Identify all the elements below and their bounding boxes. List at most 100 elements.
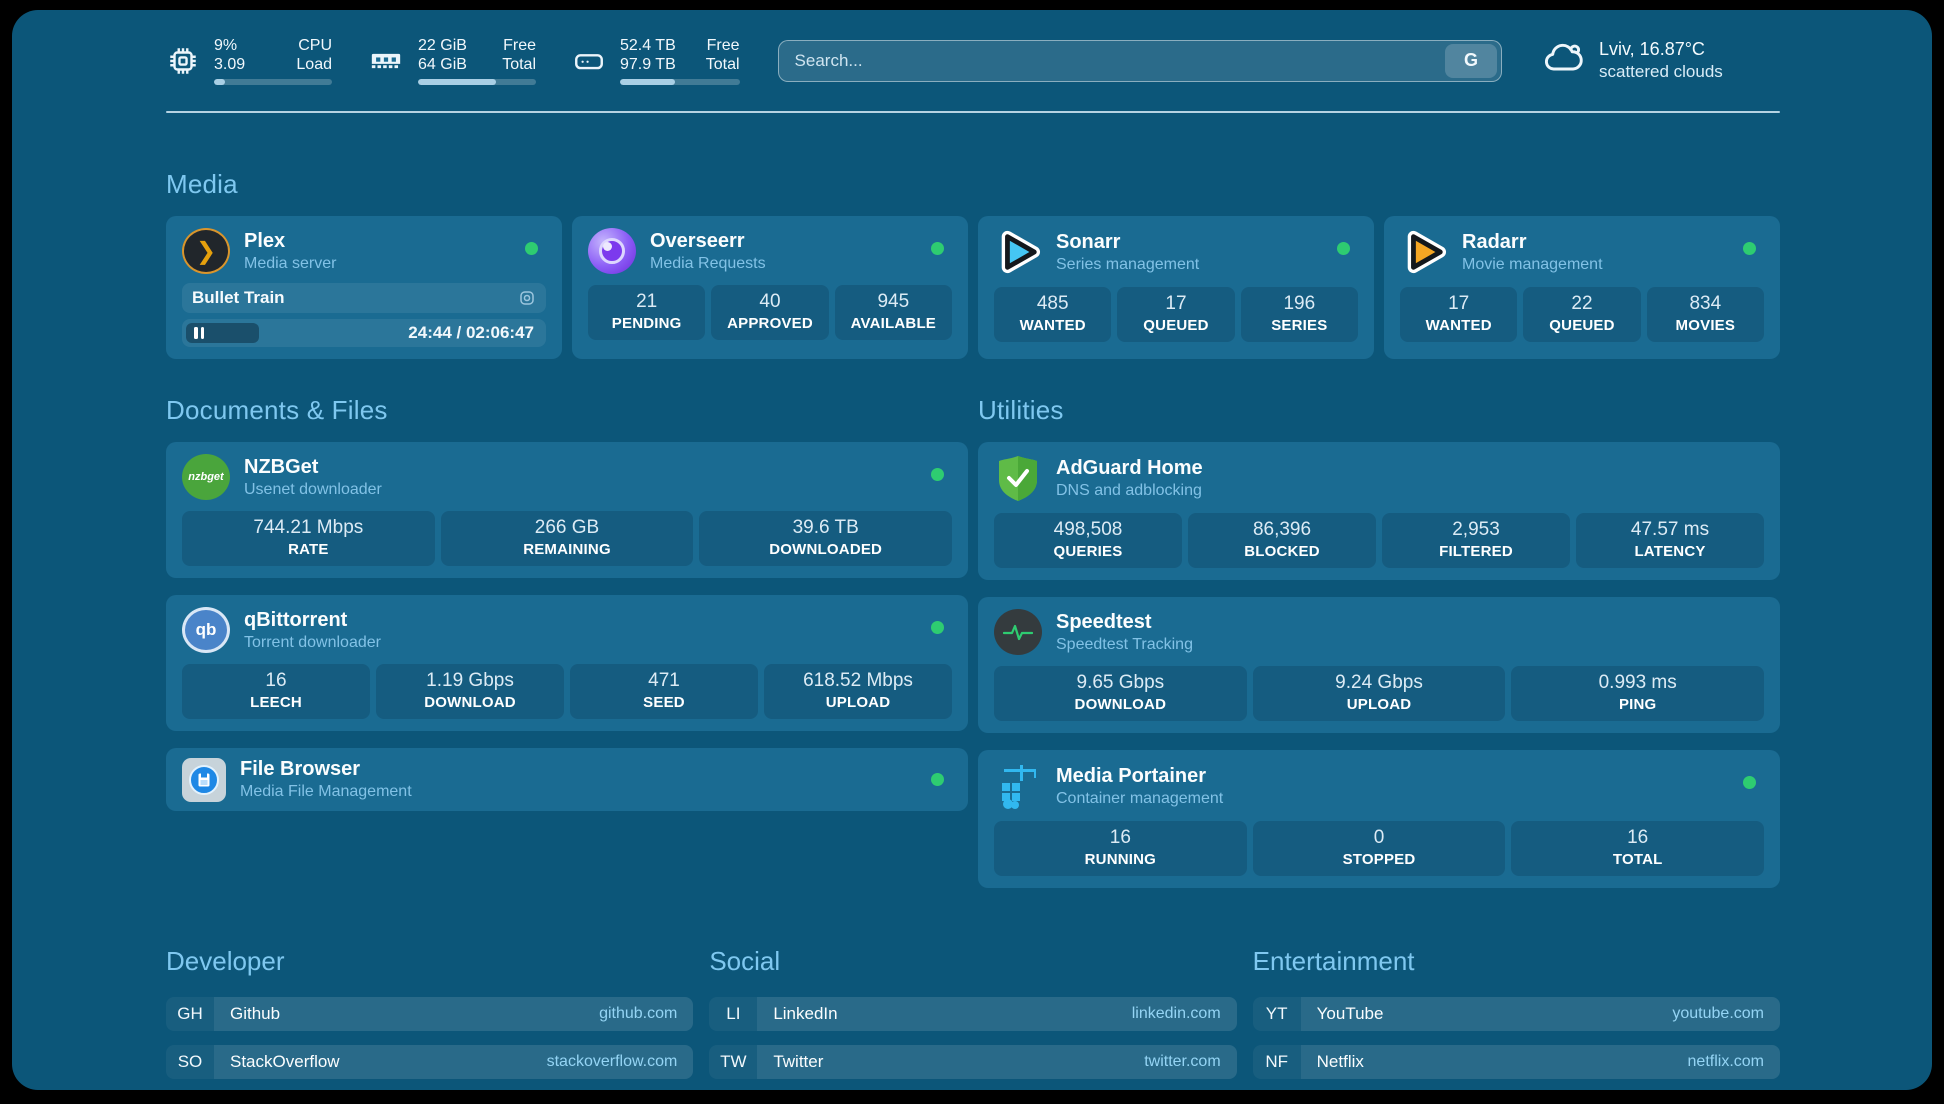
- app-subtitle: DNS and adblocking: [1056, 481, 1202, 499]
- app-card-nzbget[interactable]: nzbget NZBGet Usenet downloader 744.21 M…: [166, 442, 968, 578]
- cpu-usage-value: 9%: [214, 37, 238, 54]
- portainer-icon: [994, 762, 1042, 810]
- app-card-portainer[interactable]: Media Portainer Container management 16 R…: [978, 750, 1780, 888]
- sonarr-icon: [994, 228, 1042, 276]
- status-online-icon: [931, 772, 944, 786]
- status-online-icon: [931, 242, 944, 255]
- bookmark-name: Twitter: [773, 1052, 824, 1071]
- stat-tile: 17 QUEUED: [1117, 287, 1235, 342]
- adguard-icon: [994, 454, 1042, 502]
- top-bar: 9% CPU 3.09 Load 22 GiB Free 64 GiB To: [166, 36, 1780, 85]
- stat-tile: 47.57 ms LATENCY: [1576, 513, 1764, 568]
- stat-tile: 9.65 Gbps DOWNLOAD: [994, 666, 1247, 721]
- bookmark-abbr: TW: [709, 1045, 758, 1079]
- stat-tile: 945 AVAILABLE: [834, 285, 952, 340]
- playback-time: 24:44 / 02:06:47: [408, 323, 534, 342]
- bookmark-url: twitter.com: [1144, 1053, 1221, 1070]
- stat-tile: 744.21 Mbps RATE: [182, 511, 435, 566]
- app-card-adguard[interactable]: AdGuard Home DNS and adblocking 498,508 Q…: [978, 442, 1780, 580]
- now-playing-title: Bullet Train: [192, 288, 285, 307]
- disk-free-label: Free: [706, 37, 740, 54]
- bookmark-abbr: NF: [1252, 1045, 1301, 1079]
- app-card-speedtest[interactable]: Speedtest Speedtest Tracking 9.65 Gbps DO…: [978, 597, 1780, 733]
- disk-total-label: Total: [705, 56, 740, 73]
- app-subtitle: Media Requests: [650, 254, 766, 272]
- bookmark-abbr: SO: [166, 1045, 214, 1079]
- search-engine-button[interactable]: G: [1445, 43, 1497, 78]
- status-online-icon: [1743, 776, 1756, 789]
- stat-tile: 9.24 Gbps UPLOAD: [1252, 666, 1506, 721]
- bookmark-link-youtube[interactable]: YT YouTube youtube.com: [1252, 997, 1780, 1031]
- app-card-plex[interactable]: ❯ Plex Media server Bullet Train 24:44 /: [166, 216, 562, 359]
- stat-tile: 21 PENDING: [588, 285, 706, 340]
- app-name: Plex: [244, 229, 286, 252]
- stat-tile: 22 QUEUED: [1523, 287, 1641, 342]
- playback-progress-bar[interactable]: 24:44 / 02:06:47: [182, 319, 546, 347]
- plex-icon: ❯: [182, 228, 230, 274]
- disk-stat: 52.4 TB Free 97.9 TB Total: [572, 36, 740, 85]
- bookmark-title-entertainment: Entertainment: [1252, 946, 1415, 976]
- stat-tile: 618.52 Mbps UPLOAD: [764, 664, 952, 719]
- bookmark-link-stackoverflow[interactable]: SO StackOverflow stackoverflow.com: [166, 1045, 694, 1079]
- settings-icon[interactable]: [518, 289, 536, 307]
- app-subtitle: Usenet downloader: [244, 480, 382, 498]
- bookmark-abbr: GH: [166, 997, 214, 1031]
- app-subtitle: Media File Management: [240, 783, 412, 800]
- app-card-qbittorrent[interactable]: qb qBittorrent Torrent downloader 16 LEEC…: [166, 595, 968, 731]
- bookmark-group-entertainment: Entertainment YT YouTube youtube.com NF N…: [1252, 946, 1780, 1090]
- bookmark-link-netflix[interactable]: NF Netflix netflix.com: [1252, 1045, 1780, 1079]
- bookmark-name: LinkedIn: [773, 1004, 838, 1023]
- pause-button[interactable]: [194, 327, 204, 339]
- memory-icon: [368, 44, 404, 78]
- app-subtitle: Movie management: [1462, 255, 1603, 273]
- bookmark-abbr: LI: [709, 997, 758, 1031]
- bookmark-title-developer: Developer: [166, 946, 285, 976]
- stat-tile: 485 WANTED: [994, 287, 1112, 342]
- search-bar: G: [777, 39, 1502, 82]
- cloud-icon: [1540, 36, 1586, 85]
- disk-total-value: 97.9 TB: [620, 56, 676, 73]
- cpu-load-value: 3.09: [214, 56, 246, 73]
- bookmark-name: YouTube: [1316, 1004, 1384, 1023]
- nzbget-icon: nzbget: [182, 454, 230, 500]
- dashboard-root: 9% CPU 3.09 Load 22 GiB Free 64 GiB To: [12, 10, 1932, 1090]
- app-name: Media Portainer: [1056, 764, 1207, 787]
- bookmark-link-linkedin[interactable]: LI LinkedIn linkedin.com: [709, 997, 1237, 1031]
- memory-progress-bar: [418, 79, 536, 85]
- cpu-icon: [166, 44, 200, 78]
- speedtest-icon: [994, 609, 1042, 655]
- app-card-filebrowser[interactable]: File Browser Media File Management: [166, 748, 968, 811]
- bookmark-link-twitter[interactable]: TW Twitter twitter.com: [709, 1045, 1237, 1079]
- bookmark-link-github[interactable]: GH Github github.com: [166, 997, 694, 1031]
- section-title-utilities: Utilities: [978, 395, 1064, 425]
- memory-free-value: 22 GiB: [418, 37, 467, 54]
- memory-total-label: Total: [502, 56, 536, 73]
- bookmark-name: Github: [230, 1004, 281, 1023]
- stat-tile: 86,396 BLOCKED: [1188, 513, 1376, 568]
- utilities-column: Utilities AdGuard Home DNS and adblockin…: [978, 395, 1780, 888]
- cpu-load-label: Load: [296, 56, 332, 73]
- app-name: Speedtest: [1056, 610, 1152, 633]
- app-name: File Browser: [240, 758, 361, 780]
- bookmark-url: linkedin.com: [1131, 1005, 1221, 1022]
- memory-total-value: 64 GiB: [418, 56, 467, 73]
- app-card-sonarr[interactable]: Sonarr Series management 485 WANTED 17 QUE…: [978, 216, 1374, 359]
- cpu-label: CPU: [298, 37, 332, 54]
- stat-tile: 266 GB REMAINING: [440, 511, 694, 566]
- search-input[interactable]: [777, 39, 1502, 82]
- stat-tile: 16 LEECH: [182, 664, 370, 719]
- stat-tile: 17 WANTED: [1400, 287, 1518, 342]
- weather-widget: Lviv, 16.87°C scattered clouds: [1540, 36, 1780, 85]
- stat-tile: 2,953 FILTERED: [1382, 513, 1570, 568]
- app-card-radarr[interactable]: Radarr Movie management 17 WANTED 22 QUEUE…: [1384, 216, 1780, 359]
- qbittorrent-icon: qb: [182, 607, 230, 653]
- status-online-icon: [931, 621, 944, 634]
- stat-tile: 498,508 QUERIES: [994, 513, 1182, 568]
- app-card-overseerr[interactable]: Overseerr Media Requests 21 PENDING 40 APP…: [572, 216, 968, 359]
- app-name: Overseerr: [650, 229, 745, 252]
- bookmark-title-social: Social: [709, 946, 781, 976]
- cpu-progress-bar: [214, 79, 332, 85]
- app-name: Sonarr: [1056, 230, 1121, 253]
- weather-condition: scattered clouds: [1599, 62, 1723, 81]
- app-subtitle: Speedtest Tracking: [1056, 635, 1193, 653]
